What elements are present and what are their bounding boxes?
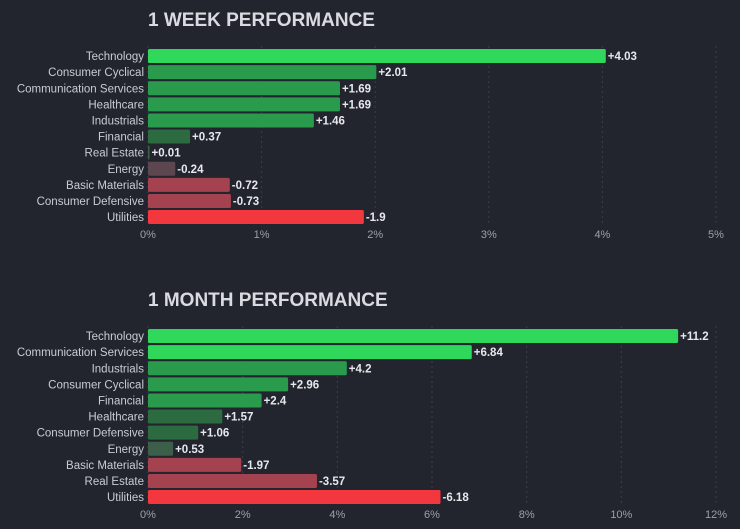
month-x-tick-label: 0%	[140, 509, 156, 521]
month-bar	[148, 409, 223, 424]
week-x-tick-label: 3%	[481, 229, 497, 241]
month-category-label: Utilities	[107, 492, 144, 504]
month-bar	[148, 473, 317, 488]
month-category-label: Healthcare	[88, 412, 144, 424]
week-value-label: +0.01	[152, 148, 182, 160]
month-value-label: +11.2	[680, 331, 708, 343]
week-category-label: Financial	[98, 132, 144, 144]
week-x-tick-label: 2%	[367, 229, 383, 241]
month-category-label: Technology	[86, 331, 144, 343]
week-value-label: +0.37	[192, 132, 221, 144]
week-value-label: -0.73	[233, 196, 259, 208]
week-value-label: -1.9	[366, 212, 386, 224]
week-category-label: Industrials	[92, 115, 145, 127]
week-value-label: +1.69	[342, 99, 371, 111]
week-category-label: Basic Materials	[66, 180, 144, 192]
week-x-tick-label: 4%	[594, 229, 610, 241]
week-bar	[148, 177, 230, 192]
month-chart-title: 1 MONTH PERFORMANCE	[148, 290, 388, 311]
week-category-label: Healthcare	[88, 99, 144, 111]
week-value-label: +1.46	[316, 115, 345, 127]
month-category-label: Consumer Defensive	[37, 428, 144, 440]
week-bar	[148, 193, 231, 208]
month-category-label: Communication Services	[17, 347, 144, 359]
month-bar	[148, 457, 242, 472]
month-bar	[148, 425, 199, 440]
week-x-tick-label: 1%	[254, 229, 270, 241]
month-category-label: Basic Materials	[66, 460, 144, 472]
month-x-tick-label: 12%	[705, 509, 727, 521]
month-value-label: -1.97	[243, 460, 269, 472]
month-x-tick-label: 6%	[424, 509, 440, 521]
month-x-tick-label: 8%	[519, 509, 535, 521]
month-x-tick-label: 2%	[235, 509, 251, 521]
week-category-label: Consumer Defensive	[37, 196, 144, 208]
week-category-label: Utilities	[107, 212, 144, 224]
week-bar	[148, 161, 176, 176]
month-value-label: +2.4	[264, 395, 287, 407]
month-x-tick-label: 4%	[329, 509, 345, 521]
week-bar	[148, 210, 364, 225]
week-category-label: Technology	[86, 51, 144, 63]
week-value-label: +2.01	[378, 67, 408, 79]
week-category-label: Communication Services	[17, 83, 144, 95]
month-bar	[148, 361, 347, 376]
month-value-label: -6.18	[443, 492, 470, 504]
week-value-label: +4.03	[608, 51, 637, 63]
week-bar	[148, 97, 340, 112]
week-bar	[148, 113, 314, 128]
month-category-label: Financial	[98, 395, 144, 407]
month-value-label: -3.57	[319, 476, 345, 488]
week-x-tick-label: 0%	[140, 229, 156, 241]
week-bar	[148, 145, 150, 160]
month-bar	[148, 329, 679, 344]
week-bar	[148, 129, 191, 144]
week-bar	[148, 49, 606, 64]
week-x-tick-label: 5%	[708, 229, 724, 241]
month-value-label: +1.57	[224, 412, 253, 424]
week-category-label: Energy	[108, 164, 145, 176]
week-bar	[148, 65, 377, 80]
week-category-label: Real Estate	[85, 148, 144, 160]
week-chart-title: 1 WEEK PERFORMANCE	[148, 10, 375, 31]
month-bar	[148, 441, 174, 456]
week-value-label: +1.69	[342, 83, 371, 95]
month-value-label: +4.2	[349, 363, 372, 375]
week-category-label: Consumer Cyclical	[48, 67, 144, 79]
month-x-tick-label: 10%	[610, 509, 632, 521]
month-bar	[148, 393, 262, 408]
week-value-label: -0.72	[232, 180, 258, 192]
month-bar	[148, 377, 289, 392]
month-category-label: Industrials	[92, 363, 145, 375]
month-category-label: Energy	[108, 444, 145, 456]
week-value-label: -0.24	[177, 164, 204, 176]
month-value-label: +1.06	[200, 428, 229, 440]
week-bar	[148, 81, 340, 96]
month-value-label: +0.53	[175, 444, 204, 456]
month-value-label: +6.84	[474, 347, 504, 359]
month-bar	[148, 490, 441, 505]
month-category-label: Consumer Cyclical	[48, 379, 144, 391]
month-value-label: +2.96	[290, 379, 319, 391]
month-bar	[148, 345, 472, 360]
month-category-label: Real Estate	[85, 476, 144, 488]
